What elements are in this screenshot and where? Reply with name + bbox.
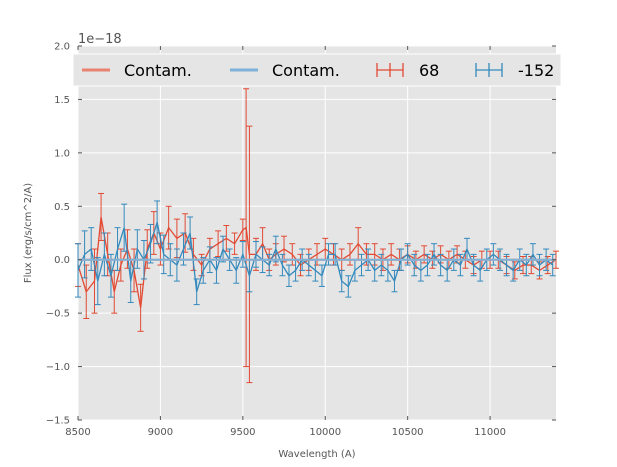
legend-swatch-errorbar-68 xyxy=(376,63,404,77)
x-tick-label: 10500 xyxy=(392,427,424,438)
y-tick-label: 0.5 xyxy=(54,202,70,213)
legend: Contam. Contam. 68 -152 xyxy=(72,53,562,87)
series-layer xyxy=(75,88,559,384)
series-152 xyxy=(75,200,556,306)
gridlines xyxy=(77,45,556,421)
x-tick-label: 11000 xyxy=(474,427,506,438)
series-line xyxy=(77,216,557,308)
x-tick-label: 8500 xyxy=(65,427,90,438)
x-tick-label: 9500 xyxy=(230,427,255,438)
tick-labels: 8500 9000 9500 10000 10500 11000 −1.5 −1.0 −0.5 0… xyxy=(46,42,506,439)
y-tick-label: −0.5 xyxy=(46,309,70,320)
legend-swatch-errorbar-152 xyxy=(475,63,503,77)
x-axis-label: Wavelength (A) xyxy=(278,449,355,460)
x-tick-label: 9000 xyxy=(148,427,173,438)
x-tick-label: 10000 xyxy=(309,427,341,438)
y-tick-label: 2.0 xyxy=(54,42,70,53)
legend-label-contam-red: Contam. xyxy=(124,61,192,80)
y-offset-label: 1e−18 xyxy=(78,32,122,47)
legend-label-68: 68 xyxy=(419,61,439,80)
y-tick-label: 0.0 xyxy=(54,255,70,266)
legend-label-contam-blue: Contam. xyxy=(272,61,340,80)
y-axis-label: Flux (erg/s/cm^2/A) xyxy=(23,183,34,283)
plot-background xyxy=(78,46,556,420)
ticks xyxy=(77,45,556,421)
y-tick-label: −1.5 xyxy=(46,416,70,427)
y-tick-label: −1.0 xyxy=(46,362,70,373)
y-tick-label: 1.0 xyxy=(54,148,70,159)
legend-label-152: -152 xyxy=(518,61,554,80)
series-line xyxy=(77,222,554,292)
y-tick-label: 1.5 xyxy=(54,95,70,106)
